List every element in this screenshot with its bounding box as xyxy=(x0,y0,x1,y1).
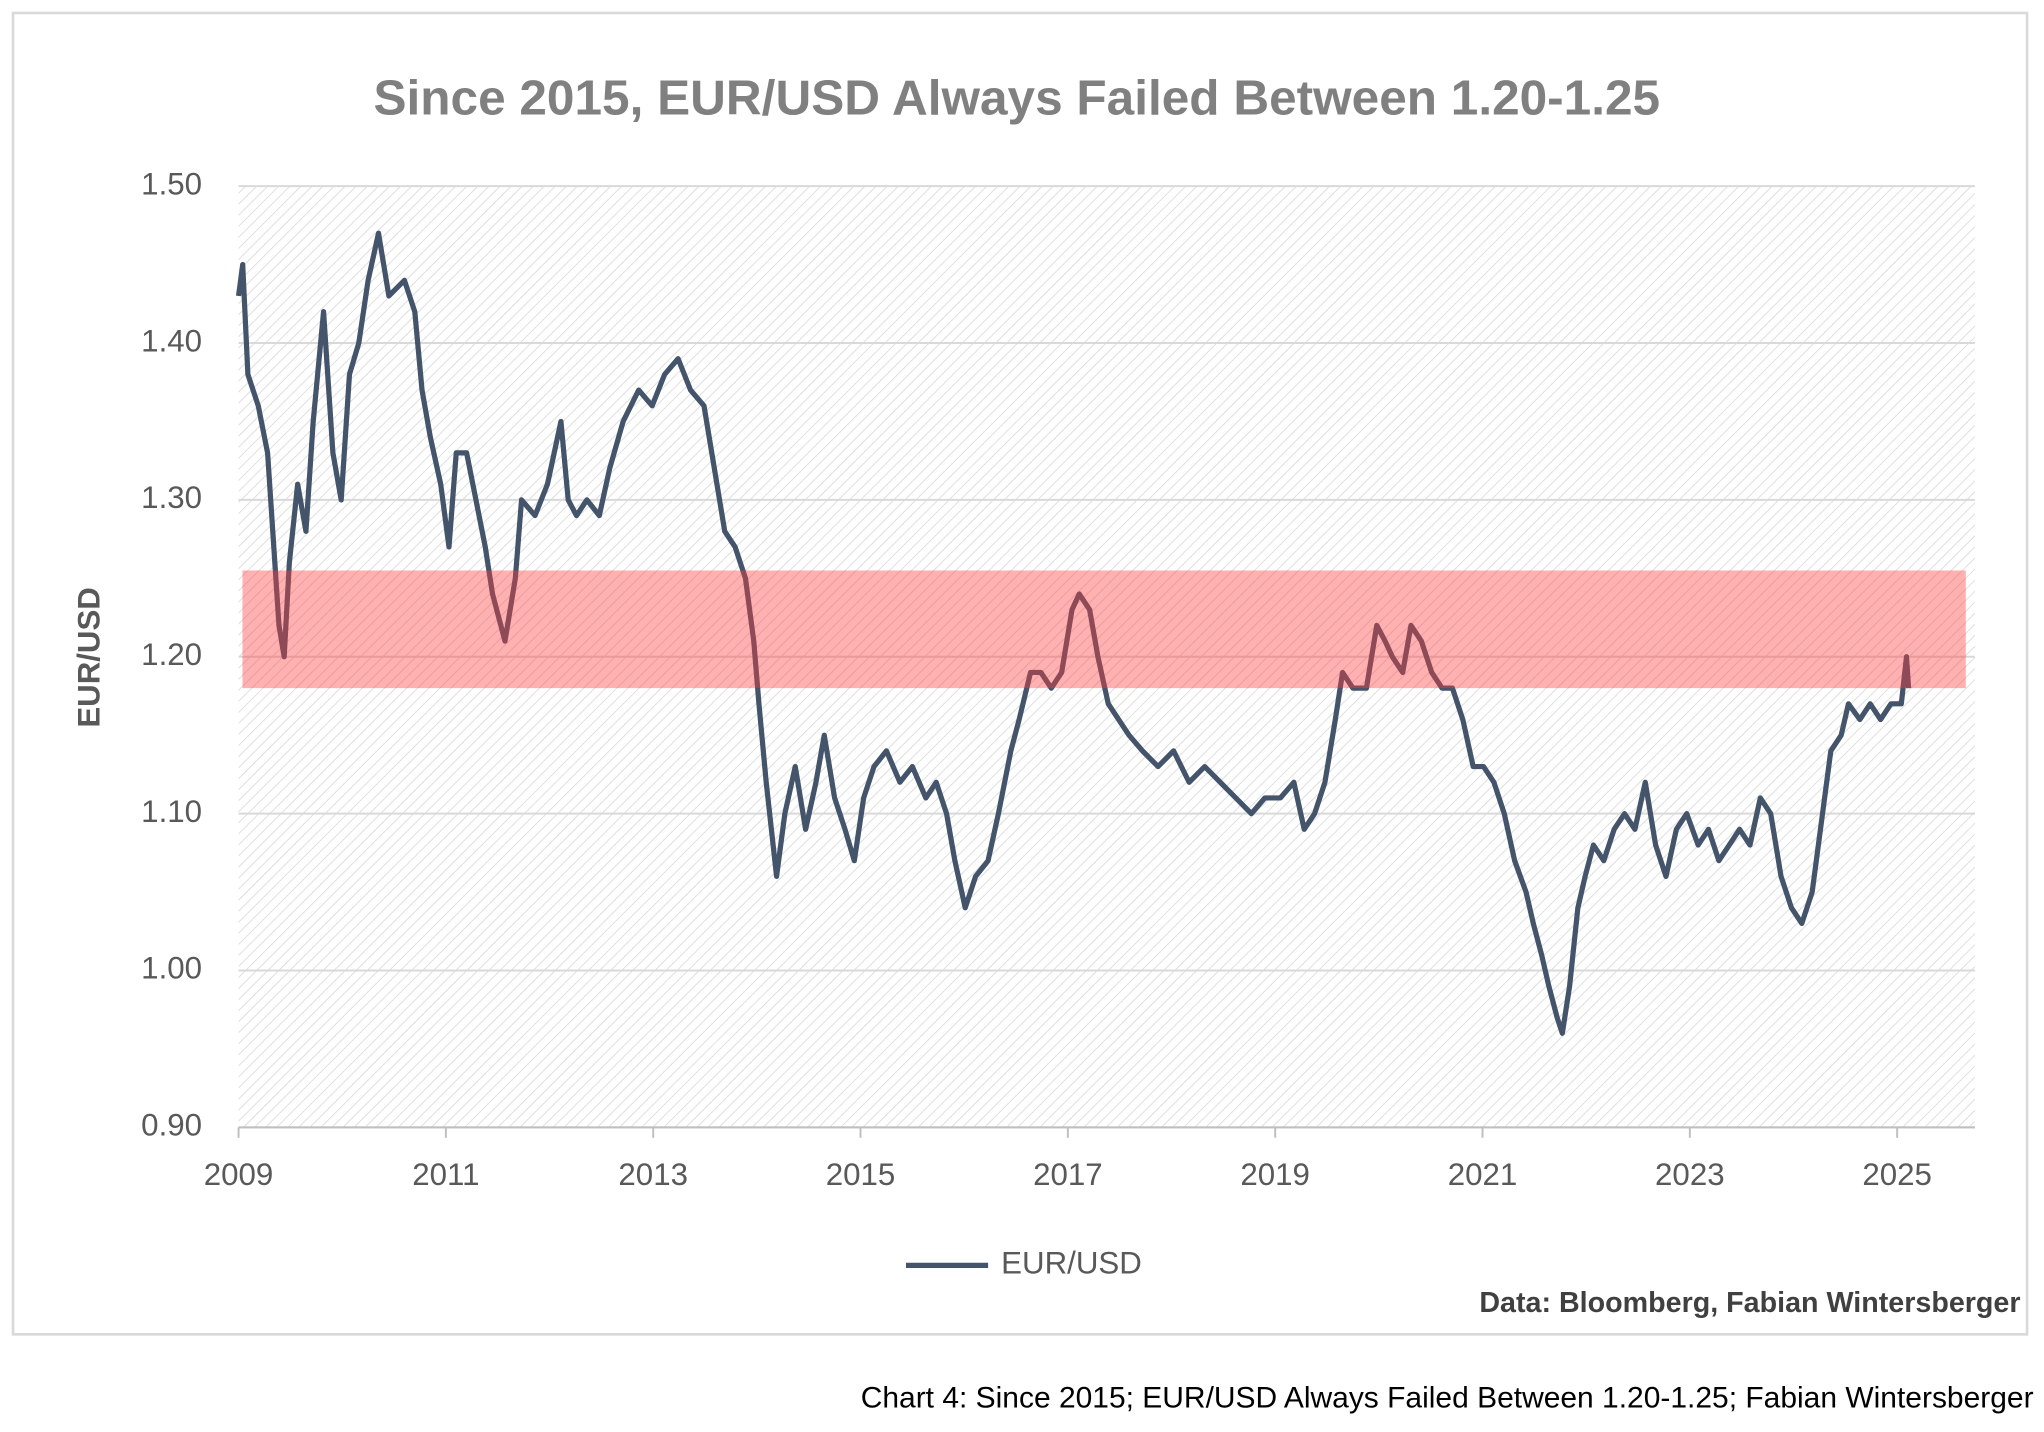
chart-title: Since 2015, EUR/USD Always Failed Betwee… xyxy=(373,71,1660,126)
series-line xyxy=(235,230,1912,1036)
x-tick-label: 2021 xyxy=(1448,1157,1518,1192)
y-tick-label: 1.50 xyxy=(141,166,202,201)
y-tick-label: 0.90 xyxy=(141,1108,202,1143)
x-tick-label: 2025 xyxy=(1862,1157,1932,1192)
y-tick-label: 1.40 xyxy=(141,323,202,358)
y-tick-label: 1.10 xyxy=(141,794,202,829)
x-tick-label: 2023 xyxy=(1655,1157,1725,1192)
caption: Chart 4: Since 2015; EUR/USD Always Fail… xyxy=(861,1381,2034,1414)
legend-label: EUR/USD xyxy=(1001,1246,1142,1281)
y-tick-label: 1.30 xyxy=(141,480,202,515)
y-tick-label: 1.00 xyxy=(141,951,202,986)
y-axis-label: EUR/USD xyxy=(71,587,106,728)
x-tick-label: 2017 xyxy=(1033,1157,1103,1192)
x-tick-label: 2019 xyxy=(1240,1157,1310,1192)
x-tick-label: 2011 xyxy=(412,1157,479,1192)
highlight-band xyxy=(242,570,1966,689)
x-tick-label: 2013 xyxy=(618,1157,688,1192)
x-tick-label: 2009 xyxy=(204,1157,274,1192)
y-tick-label: 1.20 xyxy=(141,637,202,672)
source-note: Data: Bloomberg, Fabian Wintersberger xyxy=(1479,1287,2020,1319)
x-tick-label: 2015 xyxy=(826,1157,896,1192)
